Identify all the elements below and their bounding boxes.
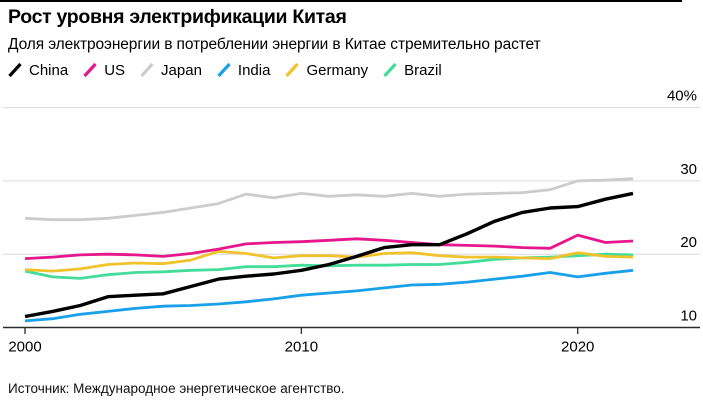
line-india <box>24 268 634 323</box>
x-tick-label-2000: 2000 <box>8 339 41 356</box>
x-tick-label-2020: 2020 <box>561 339 594 356</box>
y-tick-label-20: 20 <box>680 234 697 251</box>
legend-label-us: US <box>104 61 126 79</box>
legend-slash-icon-china <box>8 62 22 78</box>
line-germany <box>24 249 634 273</box>
legend: China US Japan India Germany Brazil <box>8 60 442 80</box>
legend-slash-icon-brazil <box>383 62 397 78</box>
legend-label-china: China <box>29 61 69 79</box>
legend-slash-icon-india <box>217 62 231 78</box>
y-tick-label-40: 40% <box>667 88 697 105</box>
legend-item-germany: Germany <box>285 62 368 79</box>
line-china <box>24 191 634 319</box>
chart-subtitle: Доля электроэнергии в потреблении энерги… <box>8 36 541 53</box>
legend-label-brazil: Brazil <box>404 61 442 79</box>
legend-slash-icon-japan <box>140 62 154 78</box>
top-rule <box>0 0 682 2</box>
source-note: Источник: Международное энергетическое а… <box>8 381 345 396</box>
y-tick-label-30: 30 <box>680 161 697 178</box>
legend-item-us: US <box>83 62 125 79</box>
legend-label-japan: Japan <box>161 61 202 79</box>
line-japan <box>24 177 634 222</box>
legend-item-japan: Japan <box>140 62 202 79</box>
chart-title: Рост уровня электрификации Китая <box>8 6 347 28</box>
legend-item-china: China <box>8 62 68 79</box>
legend-label-germany: Germany <box>306 61 369 79</box>
legend-slash-icon-us <box>83 62 97 78</box>
y-tick-label-10: 10 <box>680 308 697 325</box>
legend-item-brazil: Brazil <box>383 62 442 79</box>
legend-slash-icon-germany <box>285 62 300 78</box>
legend-item-india: India <box>217 61 271 79</box>
x-tick-label-2010: 2010 <box>285 339 318 356</box>
legend-label-india: India <box>237 61 271 79</box>
line-us <box>24 233 634 260</box>
